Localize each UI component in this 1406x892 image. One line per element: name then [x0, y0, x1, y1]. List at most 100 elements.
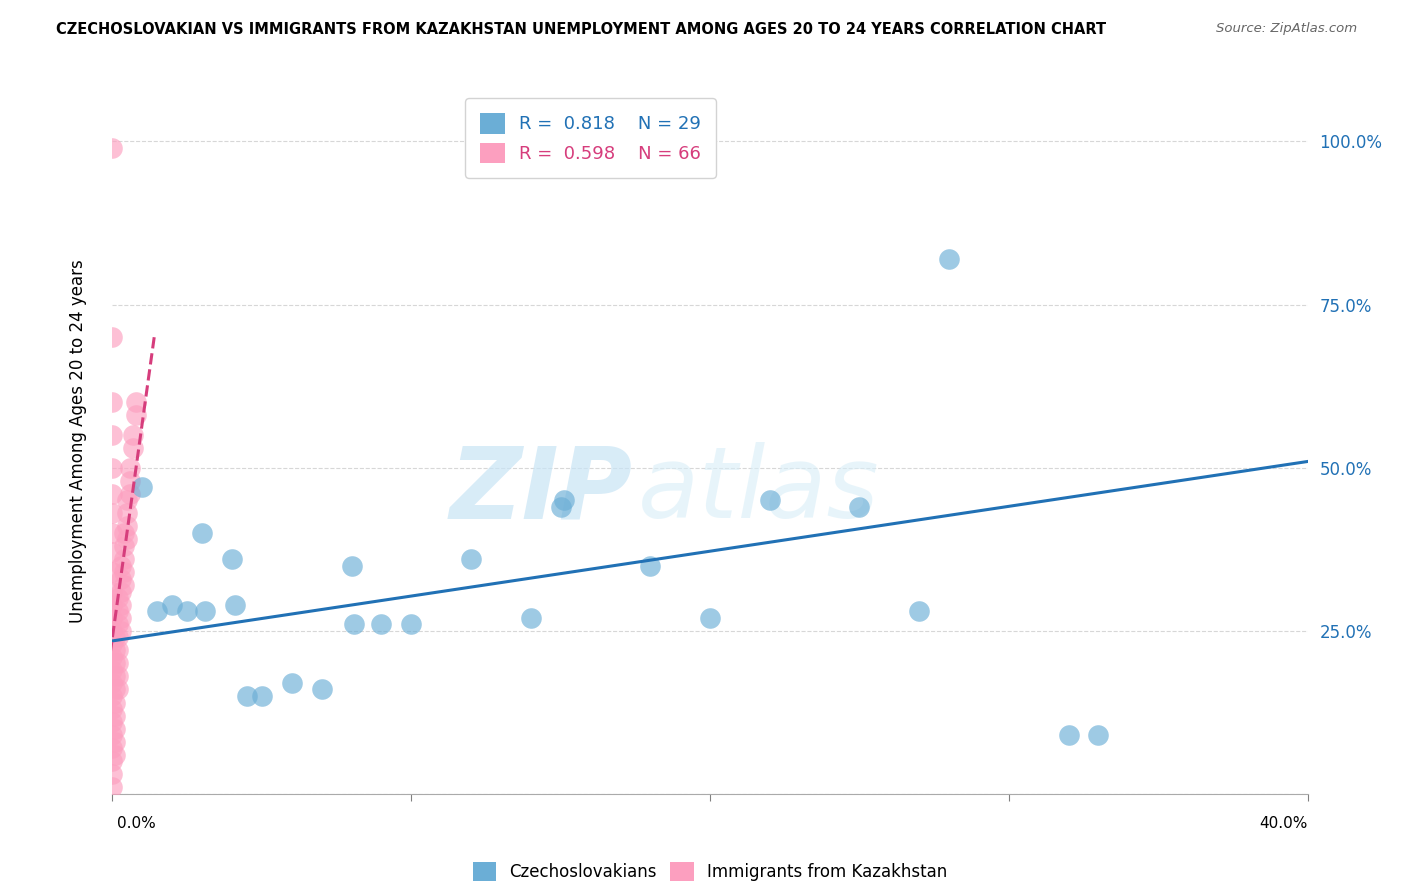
- Point: [101, 780, 124, 795]
- Point: [553, 493, 575, 508]
- Point: [101, 676, 124, 690]
- Point: [101, 637, 124, 651]
- Point: [107, 617, 129, 632]
- Point: [221, 552, 243, 566]
- Point: [236, 689, 259, 703]
- Point: [117, 493, 139, 508]
- Point: [520, 611, 543, 625]
- Point: [131, 480, 153, 494]
- Point: [110, 558, 132, 573]
- Point: [101, 584, 124, 599]
- Point: [176, 604, 198, 618]
- Point: [104, 657, 127, 671]
- Point: [104, 682, 127, 697]
- Point: [938, 252, 960, 266]
- Text: CZECHOSLOVAKIAN VS IMMIGRANTS FROM KAZAKHSTAN UNEMPLOYMENT AMONG AGES 20 TO 24 Y: CZECHOSLOVAKIAN VS IMMIGRANTS FROM KAZAK…: [56, 22, 1107, 37]
- Point: [460, 552, 482, 566]
- Point: [104, 669, 127, 683]
- Point: [104, 643, 127, 657]
- Point: [101, 487, 124, 501]
- Point: [104, 734, 127, 748]
- Point: [110, 572, 132, 586]
- Point: [759, 493, 782, 508]
- Point: [107, 604, 129, 618]
- Point: [120, 487, 142, 501]
- Point: [101, 689, 124, 703]
- Point: [107, 682, 129, 697]
- Point: [101, 663, 124, 677]
- Point: [114, 525, 135, 540]
- Point: [107, 591, 129, 606]
- Point: [104, 708, 127, 723]
- Point: [104, 722, 127, 736]
- Point: [114, 539, 135, 553]
- Point: [110, 598, 132, 612]
- Point: [110, 624, 132, 638]
- Point: [1087, 728, 1109, 742]
- Point: [640, 558, 662, 573]
- Point: [104, 630, 127, 644]
- Point: [550, 500, 572, 514]
- Point: [699, 611, 721, 625]
- Point: [114, 578, 135, 592]
- Point: [117, 533, 139, 547]
- Point: [122, 441, 145, 455]
- Point: [311, 682, 333, 697]
- Text: 40.0%: 40.0%: [1260, 816, 1308, 831]
- Point: [162, 598, 183, 612]
- Point: [370, 617, 392, 632]
- Point: [101, 767, 124, 781]
- Text: Source: ZipAtlas.com: Source: ZipAtlas.com: [1216, 22, 1357, 36]
- Point: [107, 669, 129, 683]
- Point: [401, 617, 423, 632]
- Point: [146, 604, 169, 618]
- Point: [107, 643, 129, 657]
- Point: [343, 617, 366, 632]
- Point: [101, 506, 124, 520]
- Point: [104, 747, 127, 762]
- Point: [110, 611, 132, 625]
- Point: [101, 715, 124, 730]
- Point: [101, 330, 124, 344]
- Point: [848, 500, 870, 514]
- Y-axis label: Unemployment Among Ages 20 to 24 years: Unemployment Among Ages 20 to 24 years: [69, 260, 87, 624]
- Point: [104, 696, 127, 710]
- Point: [224, 598, 246, 612]
- Point: [1057, 728, 1080, 742]
- Point: [101, 395, 124, 409]
- Point: [191, 525, 214, 540]
- Point: [120, 460, 142, 475]
- Point: [114, 565, 135, 579]
- Point: [101, 702, 124, 716]
- Point: [101, 728, 124, 742]
- Point: [101, 460, 124, 475]
- Point: [110, 584, 132, 599]
- Point: [107, 657, 129, 671]
- Point: [250, 689, 273, 703]
- Point: [194, 604, 217, 618]
- Point: [101, 525, 124, 540]
- Point: [120, 474, 142, 488]
- Point: [114, 552, 135, 566]
- Text: ZIP: ZIP: [450, 442, 633, 540]
- Point: [101, 141, 124, 155]
- Point: [101, 741, 124, 756]
- Point: [107, 630, 129, 644]
- Point: [281, 676, 304, 690]
- Text: atlas: atlas: [638, 442, 880, 540]
- Point: [101, 428, 124, 442]
- Point: [101, 598, 124, 612]
- Point: [908, 604, 931, 618]
- Point: [101, 624, 124, 638]
- Point: [117, 506, 139, 520]
- Legend: Czechoslovakians, Immigrants from Kazakhstan: Czechoslovakians, Immigrants from Kazakh…: [467, 855, 953, 888]
- Point: [101, 545, 124, 559]
- Point: [117, 519, 139, 533]
- Point: [101, 754, 124, 768]
- Point: [340, 558, 363, 573]
- Point: [101, 611, 124, 625]
- Point: [125, 395, 148, 409]
- Text: 0.0%: 0.0%: [117, 816, 156, 831]
- Point: [125, 409, 148, 423]
- Point: [101, 565, 124, 579]
